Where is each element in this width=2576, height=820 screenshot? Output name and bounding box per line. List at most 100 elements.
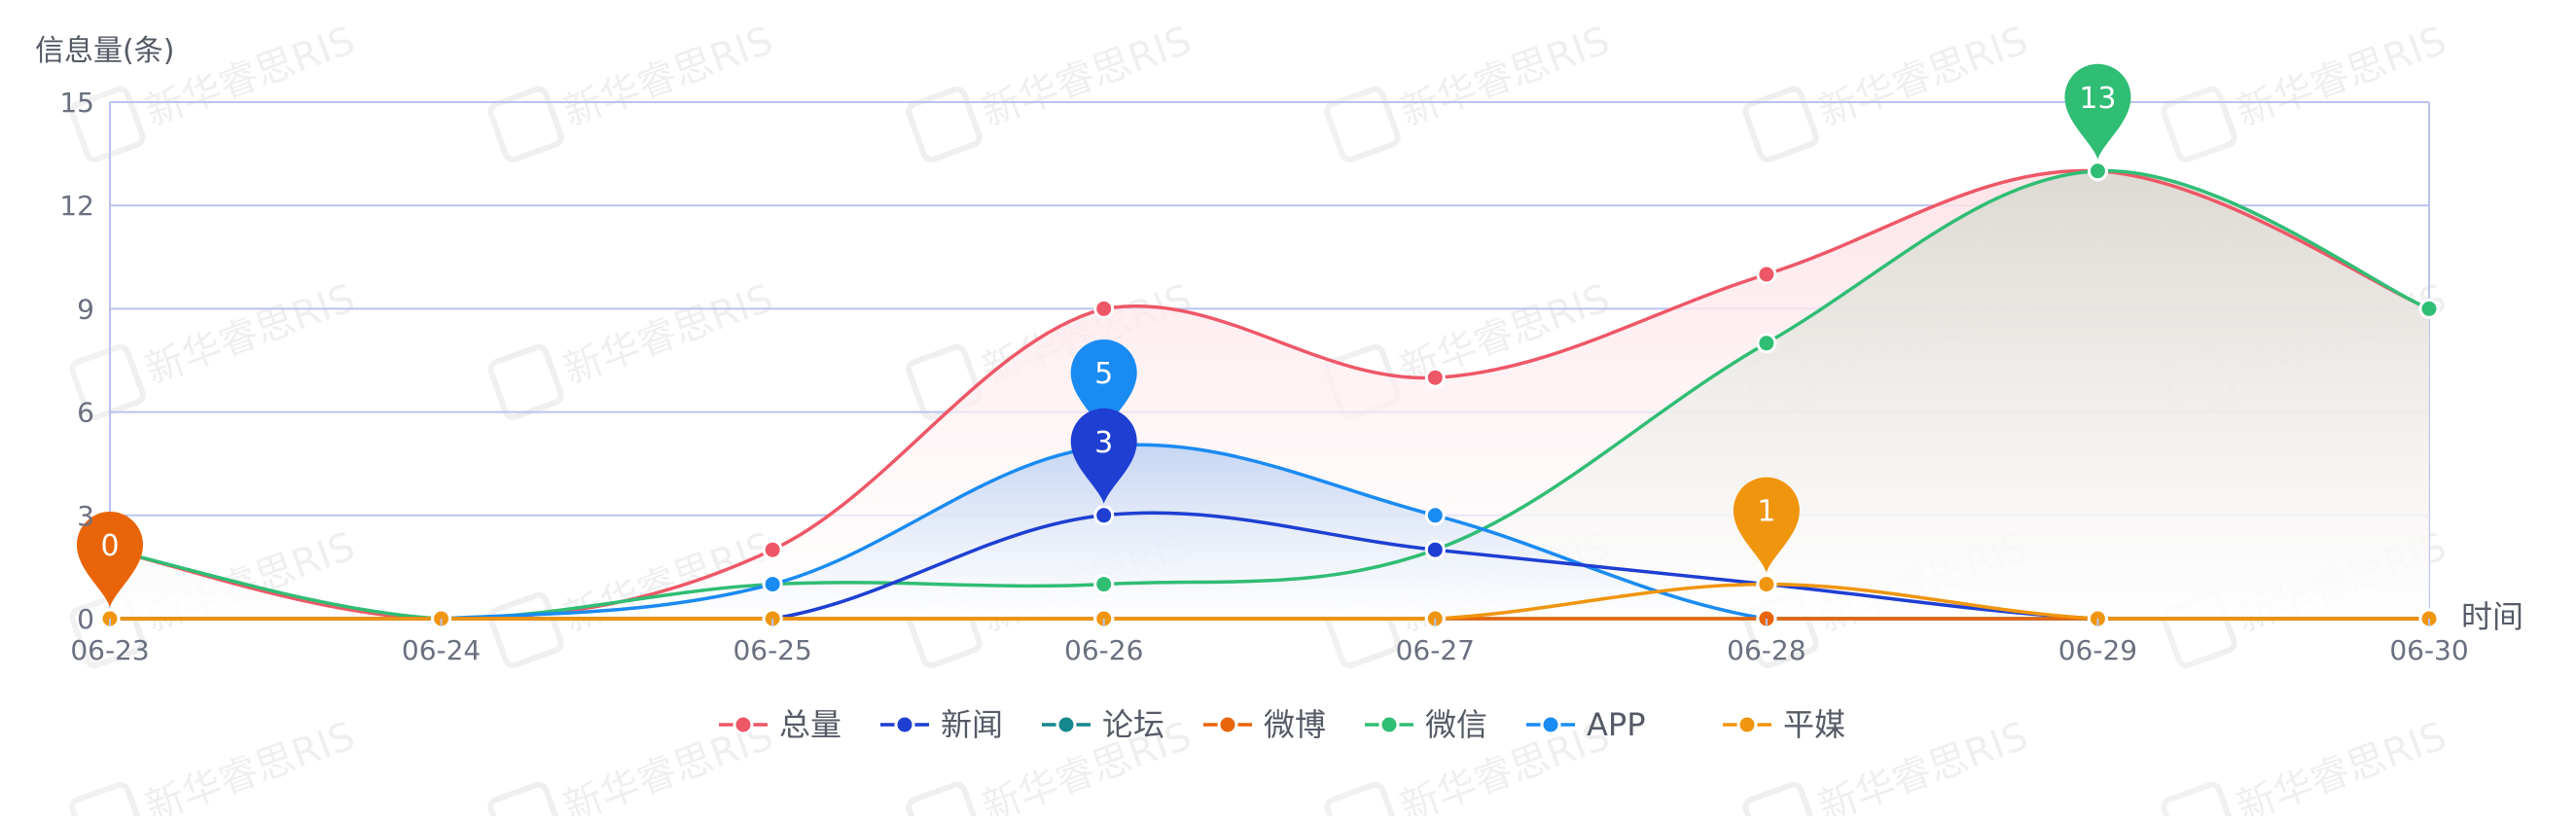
watermark-logo xyxy=(906,86,983,163)
data-point xyxy=(2418,298,2440,319)
series-area-5 xyxy=(110,445,2429,619)
x-tick-label: 06-27 xyxy=(1396,634,1475,666)
data-point xyxy=(1093,298,1115,319)
legend-item-6[interactable]: 平媒 xyxy=(1723,706,1845,743)
y-tick-label: 6 xyxy=(77,397,94,429)
watermark-logo xyxy=(69,781,146,820)
watermark-text: 新华睿思RIS xyxy=(557,18,778,135)
legend-item-2[interactable]: 论坛 xyxy=(1042,706,1164,743)
legend-label: 微博 xyxy=(1264,706,1326,743)
watermark: 新华睿思RIS xyxy=(1324,18,1616,163)
legend-item-3[interactable]: 微博 xyxy=(1203,706,1326,743)
pin-shape xyxy=(2064,63,2131,160)
x-tick-label: 06-29 xyxy=(2058,634,2137,666)
legend-marker xyxy=(1736,714,1758,735)
series-areas xyxy=(110,170,2429,619)
x-axis-title: 时间 xyxy=(2461,598,2523,635)
watermark-text: 新华睿思RIS xyxy=(139,714,360,816)
watermark: 新华睿思RIS xyxy=(487,18,779,163)
legend-item-0[interactable]: 总量 xyxy=(719,706,841,743)
watermark-text: 新华睿思RIS xyxy=(1394,18,1615,135)
pin-shape xyxy=(1733,477,1800,573)
data-point xyxy=(1424,505,1446,526)
legend-item-5[interactable]: APP xyxy=(1526,706,1645,743)
legend-marker xyxy=(733,714,754,735)
watermark-text: 新华睿思RIS xyxy=(2231,714,2451,816)
watermark-logo xyxy=(487,86,564,163)
legend-label: 平媒 xyxy=(1783,706,1845,743)
data-point xyxy=(1756,264,1777,285)
pin-label: 0 xyxy=(100,529,119,563)
x-tick-label: 06-28 xyxy=(1727,634,1806,666)
watermark-text: 新华睿思RIS xyxy=(2231,18,2451,135)
legend-marker xyxy=(1540,714,1561,735)
x-tick-label: 06-24 xyxy=(402,634,481,666)
legend[interactable]: 总量 新闻 论坛 微博 微信 APP 平媒 xyxy=(719,706,1845,743)
watermark-logo xyxy=(1742,86,1819,163)
pin-label: 3 xyxy=(1094,426,1113,460)
watermark: 新华睿思RIS xyxy=(2161,714,2452,820)
watermark: 新华睿思RIS xyxy=(69,18,361,163)
watermark-logo xyxy=(69,343,146,421)
watermark: 新华睿思RIS xyxy=(1742,18,2034,163)
watermark-logo xyxy=(906,781,983,820)
watermark-logo xyxy=(487,343,564,421)
x-tick-label: 06-23 xyxy=(70,634,149,666)
annotation-pin: 13 xyxy=(2064,63,2131,160)
data-point xyxy=(1756,574,1777,595)
legend-label: APP xyxy=(1587,706,1645,743)
data-point xyxy=(1093,505,1115,526)
pin-shape xyxy=(77,512,143,607)
legend-item-1[interactable]: 新闻 xyxy=(880,706,1003,743)
watermark-logo xyxy=(487,591,564,669)
y-tick-label: 3 xyxy=(77,500,94,532)
watermark-logo xyxy=(1742,781,1819,820)
annotation-pins: 0 5 3 1 13 xyxy=(77,63,2131,607)
series-line-6 xyxy=(110,582,2429,621)
watermark: 新华睿思RIS xyxy=(2161,18,2452,163)
annotation-pin: 0 xyxy=(77,512,143,607)
legend-label: 新闻 xyxy=(941,706,1003,743)
legend-marker xyxy=(1217,714,1238,735)
watermark-logo xyxy=(2161,86,2237,163)
watermark-logo xyxy=(69,86,146,163)
watermark-text: 新华睿思RIS xyxy=(139,276,360,393)
legend-item-4[interactable]: 微信 xyxy=(1365,706,1487,743)
legend-label: 微信 xyxy=(1425,706,1487,743)
watermark: 新华睿思RIS xyxy=(69,276,361,421)
x-tick-label: 06-26 xyxy=(1064,634,1143,666)
watermark-logo xyxy=(2161,781,2237,820)
watermark-logo xyxy=(487,781,564,820)
data-point xyxy=(2087,160,2108,182)
data-point xyxy=(1093,574,1115,595)
watermark-logo xyxy=(1324,86,1401,163)
legend-marker xyxy=(1055,714,1077,735)
series-lines xyxy=(109,168,2430,621)
data-point xyxy=(1424,367,1446,388)
watermark-text: 新华睿思RIS xyxy=(1812,714,2033,816)
watermark: 新华睿思RIS xyxy=(487,276,779,421)
watermark: 新华睿思RIS xyxy=(906,18,1198,163)
pin-label: 1 xyxy=(1757,495,1775,529)
pin-shape xyxy=(1070,408,1137,504)
data-point xyxy=(1424,539,1446,560)
annotation-pin: 5 xyxy=(1070,339,1137,435)
x-tick-label: 06-25 xyxy=(733,634,811,666)
pin-label: 5 xyxy=(1094,357,1113,391)
data-point xyxy=(1756,333,1777,354)
annotation-pin: 3 xyxy=(1070,408,1137,504)
watermark: 新华睿思RIS xyxy=(69,714,361,820)
y-axis-title: 信息量(条) xyxy=(35,34,174,68)
legend-marker xyxy=(1378,714,1400,735)
y-tick-label: 9 xyxy=(77,293,94,325)
y-tick-label: 0 xyxy=(77,603,94,635)
watermark-text: 新华睿思RIS xyxy=(976,18,1197,135)
legend-label: 论坛 xyxy=(1102,706,1164,743)
watermark-text: 新华睿思RIS xyxy=(557,276,778,393)
annotation-pin: 1 xyxy=(1733,477,1800,573)
x-tick-label: 06-30 xyxy=(2389,634,2468,666)
y-tick-label: 12 xyxy=(59,190,94,222)
